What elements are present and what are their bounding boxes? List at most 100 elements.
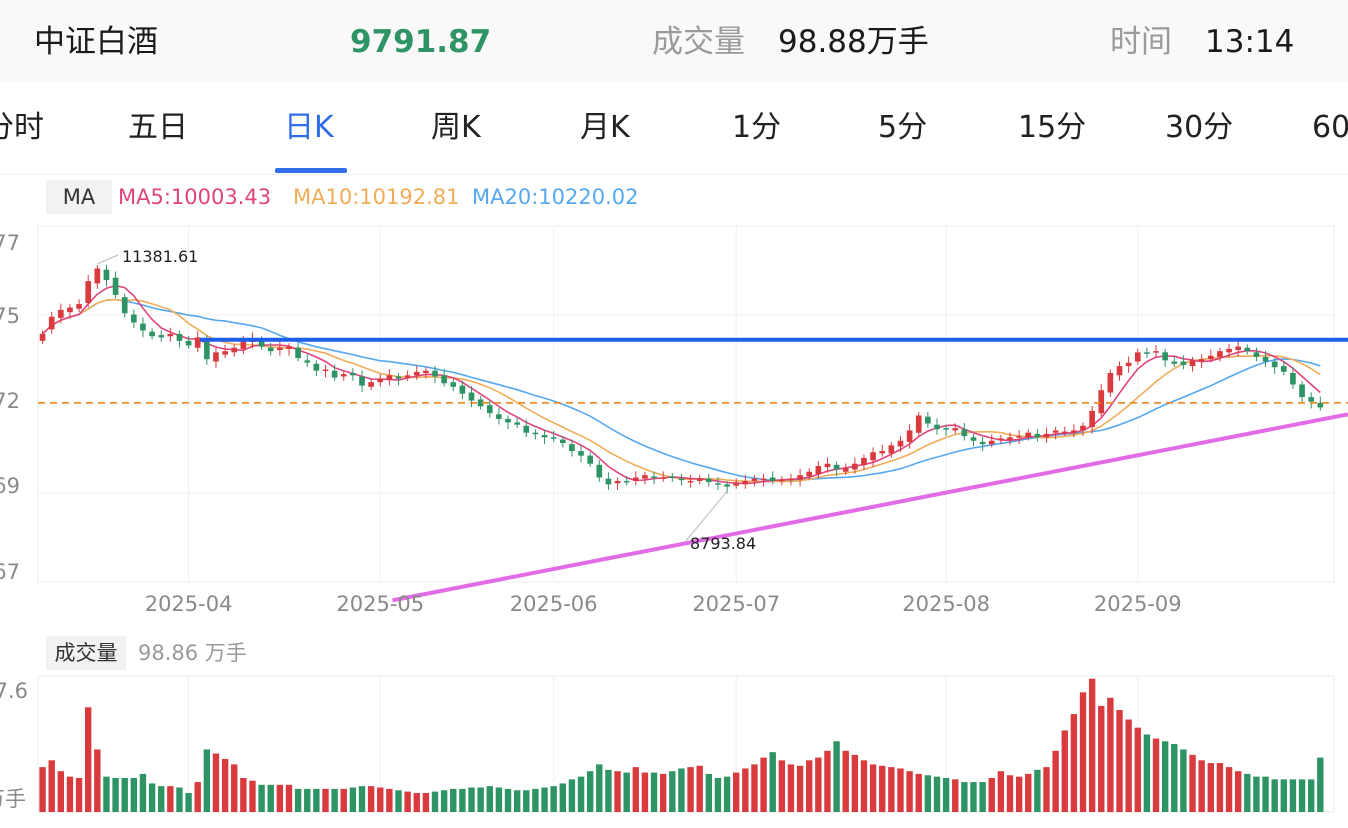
candle-up (751, 478, 758, 481)
candle-down (1034, 433, 1041, 438)
candle-down (140, 323, 146, 331)
candle-up (687, 480, 694, 483)
candle-up (842, 468, 849, 472)
volume-bar-down (1034, 769, 1041, 812)
volume-bar-down (468, 787, 475, 812)
volume-bar-up (285, 784, 293, 812)
volume-bar-up (915, 773, 922, 812)
volume-bar-down (1161, 741, 1169, 812)
ma10-line (42, 298, 1321, 483)
volume-bar-up (751, 764, 758, 812)
volume-bar-down (130, 778, 138, 812)
candle-down (496, 414, 502, 419)
candle-down (1262, 356, 1269, 362)
tab-1min[interactable]: 1分 (732, 110, 782, 145)
volume-bar-down (477, 787, 484, 812)
candle-up (998, 438, 1004, 440)
candle-up (879, 451, 886, 454)
candle-down (1290, 372, 1296, 385)
volume-axis-unit: 万手 (0, 787, 26, 811)
y-tick-label: 77 (0, 231, 20, 255)
candle-up (797, 475, 803, 480)
volume-panel-value: 98.86 万手 (138, 641, 247, 665)
candle-up (760, 478, 767, 481)
volume-bar-down (203, 749, 211, 812)
volume-bar-down (1307, 779, 1315, 812)
candle-up (1071, 430, 1077, 433)
volume-bar-up (897, 768, 904, 812)
candle-up (1107, 372, 1114, 393)
candle-down (112, 277, 119, 295)
volume-bar-up (787, 764, 795, 812)
volume-bar-down (933, 776, 941, 812)
volume-bar-up (1088, 678, 1096, 812)
y-axis-labels: 77 75 72 69 67 (0, 231, 20, 584)
candle-down (395, 376, 402, 379)
volume-bar-up (1152, 738, 1160, 812)
candle-up (642, 475, 648, 479)
volume-bar-up (760, 757, 767, 812)
volume-bar-down (559, 783, 566, 812)
volume-bar-down (605, 769, 612, 812)
candle-down (523, 425, 530, 433)
volume-bar-up (1052, 750, 1059, 812)
volume-bar-up (659, 773, 667, 812)
volume-bar-up (39, 767, 46, 812)
volume-bar-up (94, 749, 101, 812)
tab-intraday[interactable]: 分时 (0, 110, 44, 145)
candle-down (623, 480, 630, 483)
candle-up (861, 457, 867, 465)
candle-up (222, 351, 228, 355)
candle-down (121, 297, 128, 314)
candle-down (587, 455, 593, 464)
candle-down (715, 483, 721, 485)
tab-five-day[interactable]: 五日 (128, 110, 188, 145)
volume-bar-up (367, 786, 375, 812)
volume-bar-up (687, 767, 694, 812)
volume-bar-down (650, 772, 658, 812)
volume-bar-down (1271, 779, 1278, 812)
low-annotation: 8793.84 (690, 534, 756, 553)
volume-bar-down (833, 741, 840, 812)
candle-down (1317, 402, 1324, 408)
tab-weekly-k[interactable]: 周K (431, 110, 481, 145)
candle-up (377, 378, 384, 383)
volume-bar-down (714, 778, 722, 812)
current-price: 9791.87 (350, 24, 492, 60)
candle-down (505, 418, 511, 423)
x-tick-label: 2025-04 (145, 592, 233, 616)
candle-down (651, 476, 657, 478)
candle-up (1080, 425, 1086, 431)
volume-indicator-button[interactable]: 成交量 (46, 636, 126, 670)
volume-bar-up (641, 772, 649, 812)
time-label: 时间 (1110, 24, 1172, 60)
x-tick-label: 2025-06 (510, 592, 598, 616)
tab-30min[interactable]: 30分 (1165, 110, 1234, 145)
volume-bar-down (185, 792, 192, 812)
volume-bar-up (322, 788, 329, 812)
tab-15min[interactable]: 15分 (1018, 110, 1087, 145)
volume-bar-up (1125, 719, 1132, 812)
candle-down (979, 441, 986, 445)
candle-down (678, 478, 685, 481)
volume-bar-up (842, 750, 849, 812)
volume-bar-up (340, 788, 347, 812)
volume-bar-down (961, 782, 968, 812)
volume-bar-down (596, 764, 603, 812)
candle-up (57, 309, 64, 318)
volume-bar-down (513, 790, 521, 812)
tab-5min[interactable]: 5分 (878, 110, 928, 145)
tab-daily-k[interactable]: 日K (284, 110, 334, 145)
volume-bar-up (231, 764, 238, 812)
tab-60min[interactable]: 60 (1312, 110, 1348, 145)
tab-monthly-k[interactable]: 月K (580, 110, 630, 145)
volume-bar-up (1006, 775, 1014, 812)
candle-up (1198, 359, 1205, 362)
ma-indicator-button[interactable]: MA (46, 180, 112, 214)
candle-up (1217, 351, 1223, 357)
volume-bar-down (577, 776, 585, 812)
candle-up (1025, 432, 1032, 438)
volume-bar-up (988, 778, 995, 812)
volume-bar-down (705, 773, 713, 812)
